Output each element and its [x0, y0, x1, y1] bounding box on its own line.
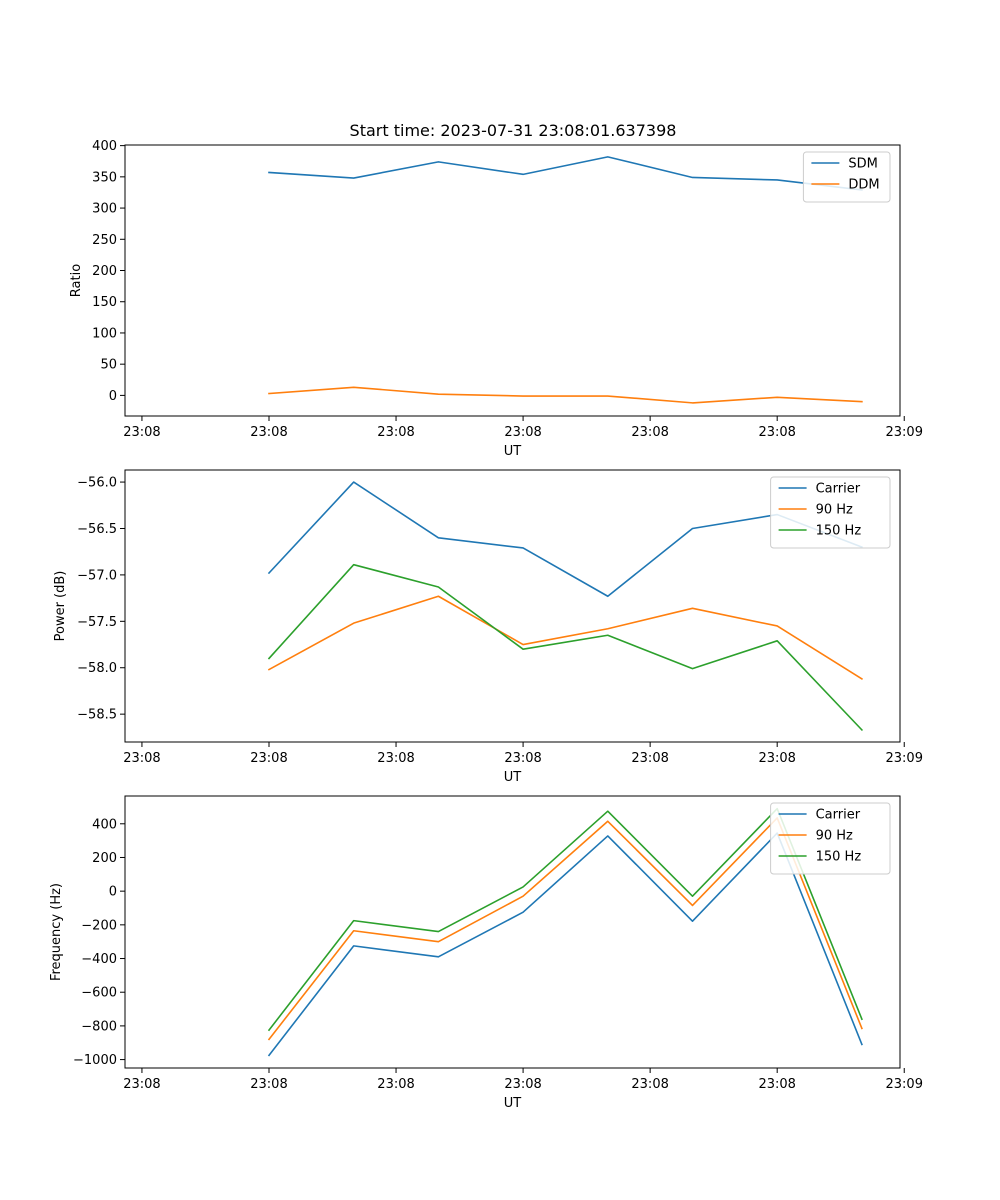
series-line-150-hz — [267, 563, 864, 732]
x-tick-label: 23:08 — [250, 425, 287, 440]
x-tick-label: 23:09 — [886, 751, 923, 766]
legend: Carrier 90 Hz 150 Hz — [770, 802, 891, 875]
y-tick-label: −57.0 — [77, 568, 117, 583]
series-line-150-hz — [267, 807, 863, 1032]
y-tick-label: 400 — [92, 817, 117, 832]
series-line-90-hz — [267, 595, 863, 680]
legend-label-carrier: Carrier — [816, 482, 861, 497]
x-axis-label: UT — [504, 770, 522, 785]
x-tick-label: 23:08 — [758, 425, 795, 440]
y-tick-label: −58.5 — [77, 708, 117, 723]
legend: SDM DDM — [802, 151, 891, 203]
legend-label-sdm: SDM — [848, 157, 877, 172]
x-tick-label: 23:09 — [886, 425, 923, 440]
x-tick-label: 23:08 — [758, 751, 795, 766]
x-tick-label: 23:08 — [631, 751, 668, 766]
x-tick-label: 23:08 — [123, 1077, 160, 1092]
y-tick-label: −1000 — [73, 1053, 117, 1068]
y-tick-label: −600 — [81, 986, 117, 1001]
y-tick-label: −57.5 — [77, 615, 117, 630]
y-tick-label: 0 — [109, 885, 117, 900]
y-tick-label: −800 — [81, 1019, 117, 1034]
legend-label-ddm: DDM — [848, 178, 879, 193]
y-axis-label: Ratio — [69, 264, 84, 297]
y-tick-label: 250 — [92, 233, 117, 248]
x-tick-label: 23:09 — [886, 1077, 923, 1092]
x-tick-label: 23:08 — [377, 425, 414, 440]
series-line-carrier — [267, 832, 863, 1057]
axes-frame — [124, 469, 901, 743]
legend-label-carrier: Carrier — [816, 808, 861, 823]
legend: Carrier 90 Hz 150 Hz — [770, 476, 891, 549]
x-tick-label: 23:08 — [631, 425, 668, 440]
x-tick-label: 23:08 — [250, 1077, 287, 1092]
x-tick-label: 23:08 — [377, 1077, 414, 1092]
legend-label-90-hz: 90 Hz — [816, 829, 853, 844]
axes-frame — [124, 795, 901, 1069]
legend-box — [802, 151, 891, 203]
y-tick-label: −56.5 — [77, 522, 117, 537]
x-tick-label: 23:08 — [631, 1077, 668, 1092]
chart-title: Start time: 2023-07-31 23:08:01.637398 — [350, 121, 677, 140]
x-tick-label: 23:08 — [123, 751, 160, 766]
y-tick-label: −200 — [81, 918, 117, 933]
y-tick-label: 50 — [100, 358, 117, 373]
y-tick-label: −56.0 — [77, 476, 117, 491]
y-axis-label: Power (dB) — [53, 571, 68, 642]
y-tick-label: 400 — [92, 139, 117, 154]
legend-label-150-hz: 150 Hz — [816, 524, 862, 539]
series-line-carrier — [267, 481, 863, 598]
series-line-sdm — [268, 156, 863, 191]
axes-frame — [124, 144, 901, 417]
legend-label-150-hz: 150 Hz — [816, 850, 862, 865]
x-axis-label: UT — [504, 444, 522, 459]
subplot-1: 23:08 23:08 23:08 23:08 23:08 23:08 23:09 0 50 10… — [69, 139, 923, 459]
x-tick-label: 23:08 — [250, 751, 287, 766]
y-tick-label: −400 — [81, 952, 117, 967]
x-axis-label: UT — [504, 1096, 522, 1111]
x-tick-label: 23:08 — [123, 425, 160, 440]
plots-container: 23:08 23:08 23:08 23:08 23:08 23:08 23:09 0 50 10… — [49, 139, 923, 1111]
y-tick-label: 100 — [92, 326, 117, 341]
subplot-2: 23:08 23:08 23:08 23:08 23:08 23:08 23:09 −58.5… — [53, 469, 923, 785]
x-tick-label: 23:08 — [758, 1077, 795, 1092]
y-tick-label: 150 — [92, 295, 117, 310]
y-tick-label: 0 — [109, 389, 117, 404]
y-tick-label: 350 — [92, 170, 117, 185]
y-tick-label: −58.0 — [77, 661, 117, 676]
x-tick-label: 23:08 — [504, 425, 541, 440]
series-line-ddm — [268, 386, 863, 404]
series-line-90-hz — [267, 817, 863, 1041]
y-tick-label: 200 — [92, 851, 117, 866]
legend-label-90-hz: 90 Hz — [816, 503, 853, 518]
x-tick-label: 23:08 — [504, 1077, 541, 1092]
y-tick-label: 300 — [92, 202, 117, 217]
y-tick-label: 200 — [92, 264, 117, 279]
x-tick-label: 23:08 — [504, 751, 541, 766]
subplot-3: 23:08 23:08 23:08 23:08 23:08 23:08 23:09 −1000… — [49, 795, 923, 1111]
x-tick-label: 23:08 — [377, 751, 414, 766]
y-axis-label: Frequency (Hz) — [49, 883, 64, 981]
